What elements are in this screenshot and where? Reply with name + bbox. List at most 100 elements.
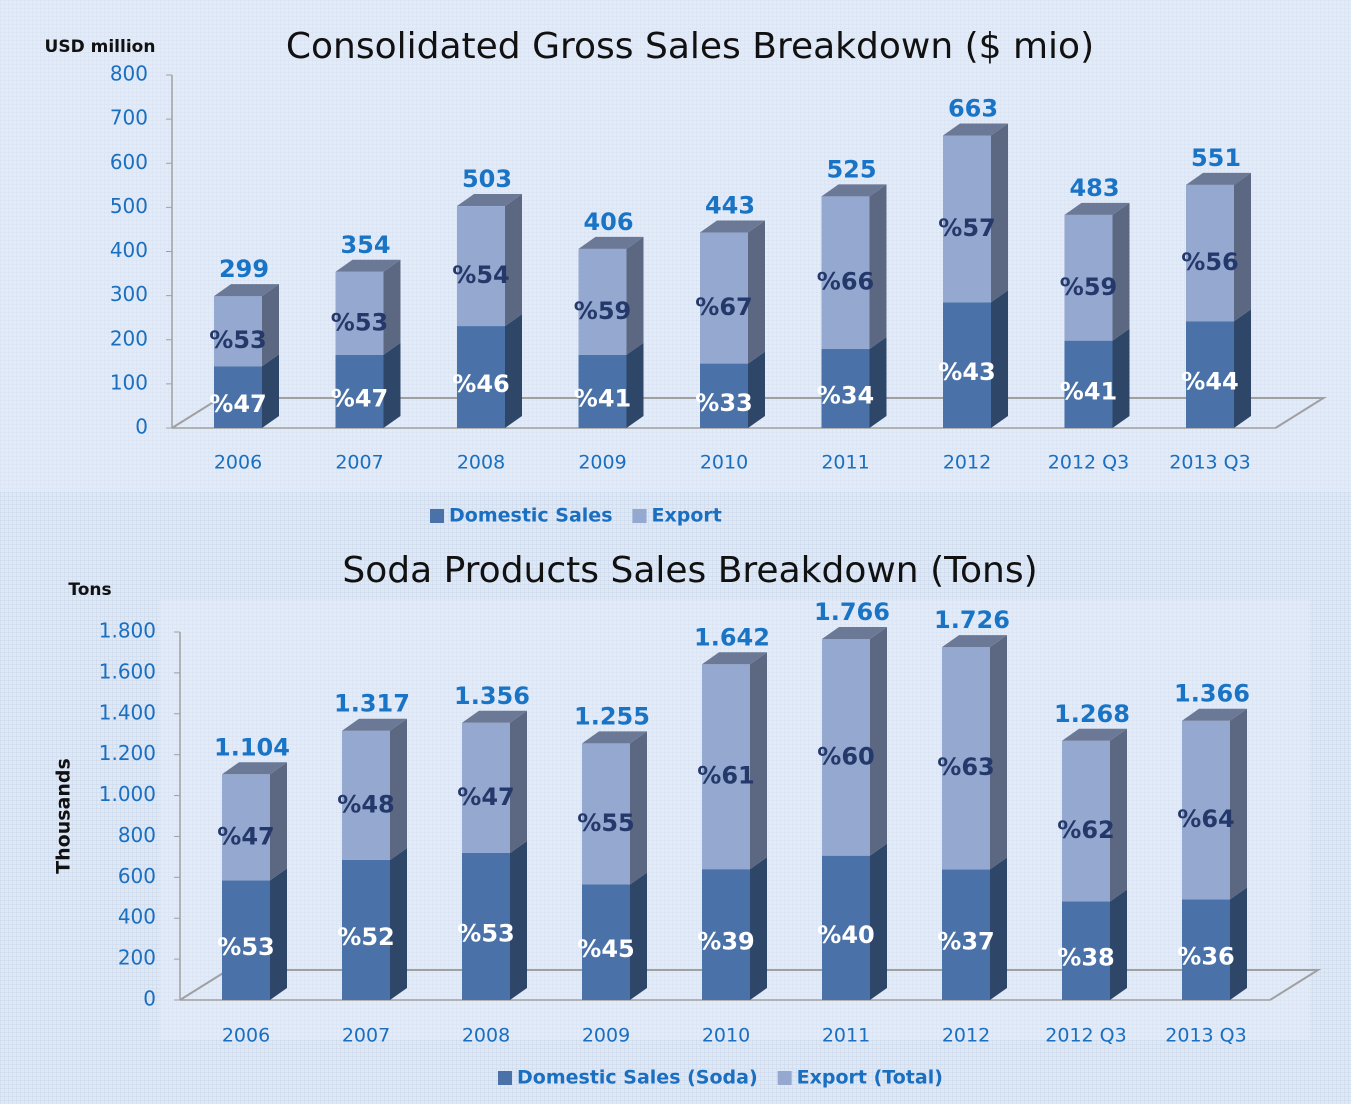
- total-label: 525: [826, 155, 876, 183]
- share-label: %59: [1060, 273, 1117, 301]
- bar-segment: [214, 296, 262, 367]
- share-label: %67: [695, 293, 752, 321]
- bar-top: [462, 710, 527, 723]
- share-label: %48: [337, 790, 394, 818]
- bar-segment: [822, 855, 870, 1000]
- bar-side: [870, 626, 887, 856]
- bar-segment: [1182, 720, 1230, 900]
- bar-side: [1112, 202, 1130, 341]
- share-label: %44: [1181, 368, 1238, 396]
- bar-segment: [1182, 899, 1230, 1000]
- x-tick-label: 2012: [942, 1025, 990, 1047]
- y-tick-label: 600: [110, 150, 148, 174]
- y-axis-label: Thousands: [53, 758, 75, 874]
- bar-segment: [1186, 184, 1234, 322]
- bar-segment: [821, 196, 870, 350]
- bar-side: [505, 194, 522, 327]
- bar-side: [869, 184, 887, 350]
- legend-swatch: [430, 509, 444, 523]
- share-label: %53: [331, 308, 388, 336]
- share-label: %61: [697, 762, 754, 790]
- bar-segment: [822, 638, 870, 856]
- y-tick-label: 200: [110, 326, 148, 350]
- y-tick-label: 400: [118, 905, 156, 929]
- bar-side: [870, 843, 887, 1000]
- y-tick-label: 1.200: [99, 741, 156, 765]
- y-label: USD million: [45, 37, 156, 57]
- share-label: %47: [457, 783, 514, 811]
- share-label: %47: [217, 822, 274, 850]
- bar-segment: [462, 722, 510, 854]
- bar-side: [990, 635, 1007, 870]
- x-tick-label: 2008: [462, 1025, 510, 1047]
- bar-segment: [457, 206, 505, 327]
- total-label: 299: [219, 255, 269, 283]
- share-label: %52: [337, 923, 394, 951]
- bar-top: [1062, 728, 1127, 741]
- bar-segment: [582, 743, 630, 885]
- bar-side: [750, 652, 767, 870]
- y-tick-label: 800: [110, 62, 148, 86]
- bar-side: [748, 220, 765, 364]
- share-label: %53: [457, 920, 514, 948]
- bar-side: [1112, 328, 1130, 428]
- y-tick-label: 400: [110, 238, 148, 262]
- x-tick-label: 2012: [943, 452, 991, 474]
- x-tick-label: 2006: [222, 1025, 270, 1047]
- bar-top: [822, 626, 887, 639]
- share-label: %36: [1177, 943, 1234, 971]
- share-label: %53: [217, 933, 274, 961]
- bar-side: [270, 762, 287, 881]
- bar-side: [262, 284, 279, 367]
- bar-top: [942, 635, 1007, 648]
- share-label: %46: [452, 370, 509, 398]
- share-label: %62: [1057, 816, 1114, 844]
- y-tick-label: 200: [118, 946, 156, 970]
- bar-top: [342, 718, 407, 731]
- bar-segment: [1062, 740, 1110, 902]
- bar-side: [1234, 172, 1251, 322]
- y-tick-label: 1.000: [99, 782, 156, 806]
- legend-label: Export: [652, 505, 722, 527]
- total-label: 551: [1191, 144, 1241, 172]
- total-label: 354: [340, 231, 390, 259]
- bar-segment: [942, 869, 990, 1000]
- bar-segment: [700, 232, 748, 364]
- bar-segment: [702, 664, 750, 870]
- bar-segment: [335, 354, 384, 428]
- bar-top: [1186, 172, 1251, 185]
- bar-segment: [1062, 901, 1110, 1000]
- bar-side: [1110, 728, 1127, 902]
- bar-side: [262, 354, 279, 428]
- bar-segment: [942, 647, 990, 870]
- total-label: 443: [705, 192, 755, 220]
- bar-side: [1234, 309, 1251, 428]
- y-tick-label: 600: [118, 864, 156, 888]
- x-tick-label: 2009: [582, 1025, 630, 1047]
- bar-top: [582, 731, 647, 744]
- share-label: %41: [1060, 377, 1117, 405]
- bar-segment: [342, 730, 390, 860]
- y-tick-label: 500: [110, 194, 148, 218]
- bar-segment: [578, 248, 627, 355]
- x-tick-label: 2006: [214, 452, 262, 474]
- bar-side: [626, 342, 644, 428]
- total-label: 1.366: [1174, 680, 1250, 708]
- y-tick-label: 0: [143, 987, 156, 1011]
- bar-side: [990, 857, 1007, 1000]
- y-tick-label: 0: [135, 415, 148, 439]
- total-label: 1.317: [334, 690, 410, 718]
- y-tick-label: 100: [110, 370, 148, 394]
- legend-label: Export (Total): [797, 1067, 943, 1089]
- y-tick-label: 800: [118, 823, 156, 847]
- bar-top: [335, 259, 401, 272]
- share-label: %55: [577, 809, 634, 837]
- x-tick-label: 2013 Q3: [1165, 1025, 1246, 1047]
- share-label: %43: [938, 358, 995, 386]
- total-label: 483: [1069, 174, 1119, 202]
- x-tick-label: 2009: [578, 452, 626, 474]
- panel: [0, 0, 1351, 492]
- x-tick-label: 2008: [457, 452, 505, 474]
- y-tick-label: 300: [110, 282, 148, 306]
- bar-side: [1230, 887, 1247, 1000]
